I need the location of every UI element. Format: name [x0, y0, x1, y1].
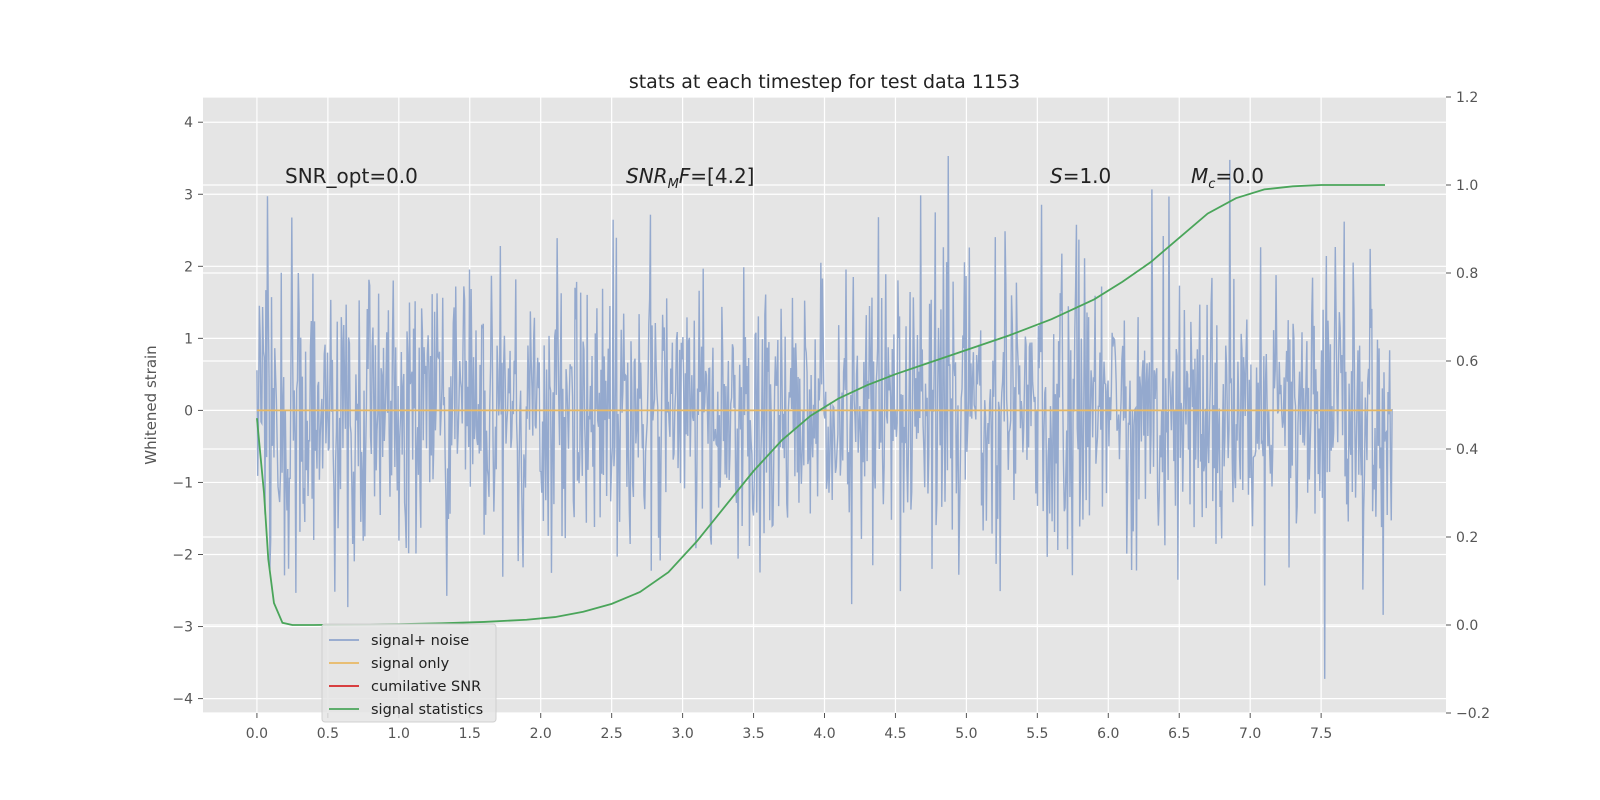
y-tick-label-6: 2 — [184, 259, 193, 275]
x-tick-label-9: 4.5 — [884, 726, 906, 742]
y2-tick-label-3: 0.4 — [1456, 442, 1478, 458]
annotation-s-val: =1.0 — [1063, 164, 1112, 188]
x-tick-label-1: 0.5 — [317, 726, 339, 742]
y2-tick-label-0: −0.2 — [1456, 706, 1490, 722]
grid — [203, 96, 1446, 714]
x-tick-label-13: 6.5 — [1168, 726, 1190, 742]
x-ticks: 0.0 0.5 1.0 1.5 2.0 2.5 3.0 3.5 4.0 4.5 5.0 5.5 6.0 6… — [246, 713, 1332, 742]
annotation-mc-val: =0.0 — [1215, 164, 1264, 188]
annotation-snr-mf: SNRMF=[4.2] — [626, 164, 754, 192]
x-tick-label-8: 4.0 — [813, 726, 835, 742]
annotation-snr-mf-sub: M — [668, 177, 679, 192]
annotation-mc-main: M — [1191, 164, 1208, 188]
x-tick-label-10: 5.0 — [955, 726, 977, 742]
y-tick-label-4: 0 — [184, 403, 193, 419]
annotation-s: S=1.0 — [1050, 164, 1111, 188]
y-tick-label-8: 4 — [184, 115, 193, 131]
x-tick-label-12: 6.0 — [1097, 726, 1119, 742]
y2-tick-label-5: 0.8 — [1456, 266, 1478, 282]
annotation-snr-mf-it: F — [679, 164, 691, 188]
annotation-mc-sub: c — [1208, 177, 1215, 192]
x-tick-label-14: 7.0 — [1239, 726, 1261, 742]
x-tick-label-6: 3.0 — [671, 726, 693, 742]
y2-tick-label-4: 0.6 — [1456, 354, 1478, 370]
annotation-snr-mf-main: SNR — [626, 164, 668, 188]
y2-tick-label-1: 0.0 — [1456, 618, 1478, 634]
x-tick-label-5: 2.5 — [601, 726, 623, 742]
x-tick-label-4: 2.0 — [530, 726, 552, 742]
x-tick-label-15: 7.5 — [1310, 726, 1332, 742]
y2-tick-label-6: 1.0 — [1456, 178, 1478, 194]
annotation-snr-opt: SNR_opt=0.0 — [285, 164, 418, 188]
legend-label-signal-only: signal only — [371, 656, 450, 672]
chart-title: stats at each timestep for test data 115… — [629, 71, 1020, 93]
x-tick-label-0: 0.0 — [246, 726, 268, 742]
series-signal-noise — [256, 155, 1393, 679]
y2-tick-label-7: 1.2 — [1456, 90, 1478, 106]
legend-label-signal-statistics: signal statistics — [371, 702, 483, 718]
annotation-mc: Mc=0.0 — [1191, 164, 1264, 192]
x-tick-label-3: 1.5 — [459, 726, 481, 742]
y-tick-label-1: −3 — [172, 620, 193, 636]
legend: signal+ noise signal only cumilative SNR… — [321, 623, 497, 723]
annotation-s-it: S — [1050, 164, 1063, 188]
y-tick-label-3: −1 — [172, 475, 193, 491]
legend-label-signal-noise: signal+ noise — [371, 633, 469, 649]
y-tick-label-7: 3 — [184, 187, 193, 203]
y-tick-label-0: −4 — [172, 692, 193, 708]
y-tick-label-2: −2 — [172, 547, 193, 563]
y-tick-label-5: 1 — [184, 331, 193, 347]
y-ticks: −4 −3 −2 −1 0 1 2 3 4 — [172, 115, 203, 708]
x-tick-label-11: 5.5 — [1026, 726, 1048, 742]
y2-ticks: −0.2 0.0 0.2 0.4 0.6 0.8 1.0 1.2 — [1446, 90, 1490, 722]
y2-tick-label-2: 0.2 — [1456, 530, 1478, 546]
legend-label-cumulative-snr: cumilative SNR — [371, 679, 481, 695]
annotation-snr-mf-val: =[4.2] — [690, 164, 754, 188]
y-axis-label: Whitened strain — [142, 345, 160, 464]
x-tick-label-7: 3.5 — [742, 726, 764, 742]
x-tick-label-2: 1.0 — [388, 726, 410, 742]
legend-box — [321, 623, 497, 723]
